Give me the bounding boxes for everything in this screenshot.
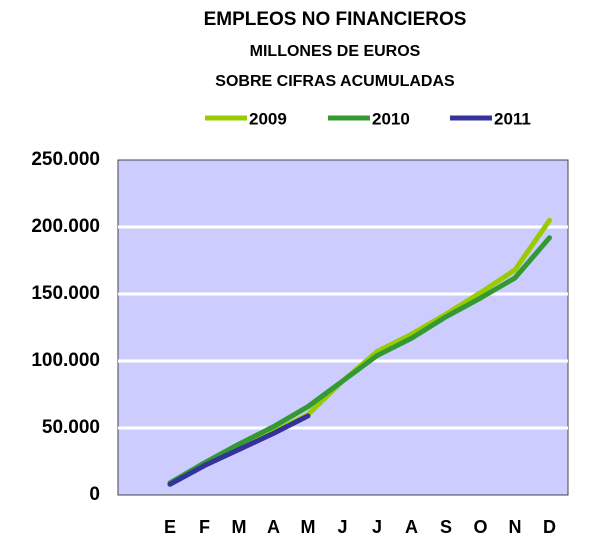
x-tick-label: F	[199, 517, 210, 537]
chart-subtitle: MILLONES DE EUROS	[250, 43, 421, 60]
x-tick-label: A	[405, 517, 418, 537]
x-tick-label: D	[543, 517, 556, 537]
chart-title: EMPLEOS NO FINANCIEROS	[204, 9, 467, 30]
x-tick-label: M	[232, 517, 247, 537]
x-tick-label: O	[473, 517, 487, 537]
legend-label: 2011	[494, 109, 531, 128]
y-tick-label: 100.000	[31, 350, 100, 371]
series-line	[167, 235, 552, 486]
x-tick-label: S	[440, 517, 452, 537]
x-tick-label: J	[372, 517, 382, 537]
chart-subtitle: SOBRE CIFRAS ACUMULADAS	[215, 73, 455, 90]
x-tick-label: E	[164, 517, 176, 537]
y-tick-label: 200.000	[31, 216, 100, 237]
y-tick-label: 0	[89, 484, 100, 505]
y-tick-label: 150.000	[31, 283, 100, 304]
y-tick-label: 250.000	[31, 149, 100, 170]
x-tick-label: J	[337, 517, 347, 537]
x-tick-label: A	[267, 517, 280, 537]
x-tick-label: M	[301, 517, 316, 537]
series-line	[167, 413, 311, 487]
y-tick-label: 50.000	[42, 417, 100, 438]
legend-label: 2009	[249, 109, 287, 128]
plot-area	[117, 159, 569, 496]
x-tick-label: N	[509, 517, 522, 537]
legend-label: 2010	[372, 109, 410, 128]
